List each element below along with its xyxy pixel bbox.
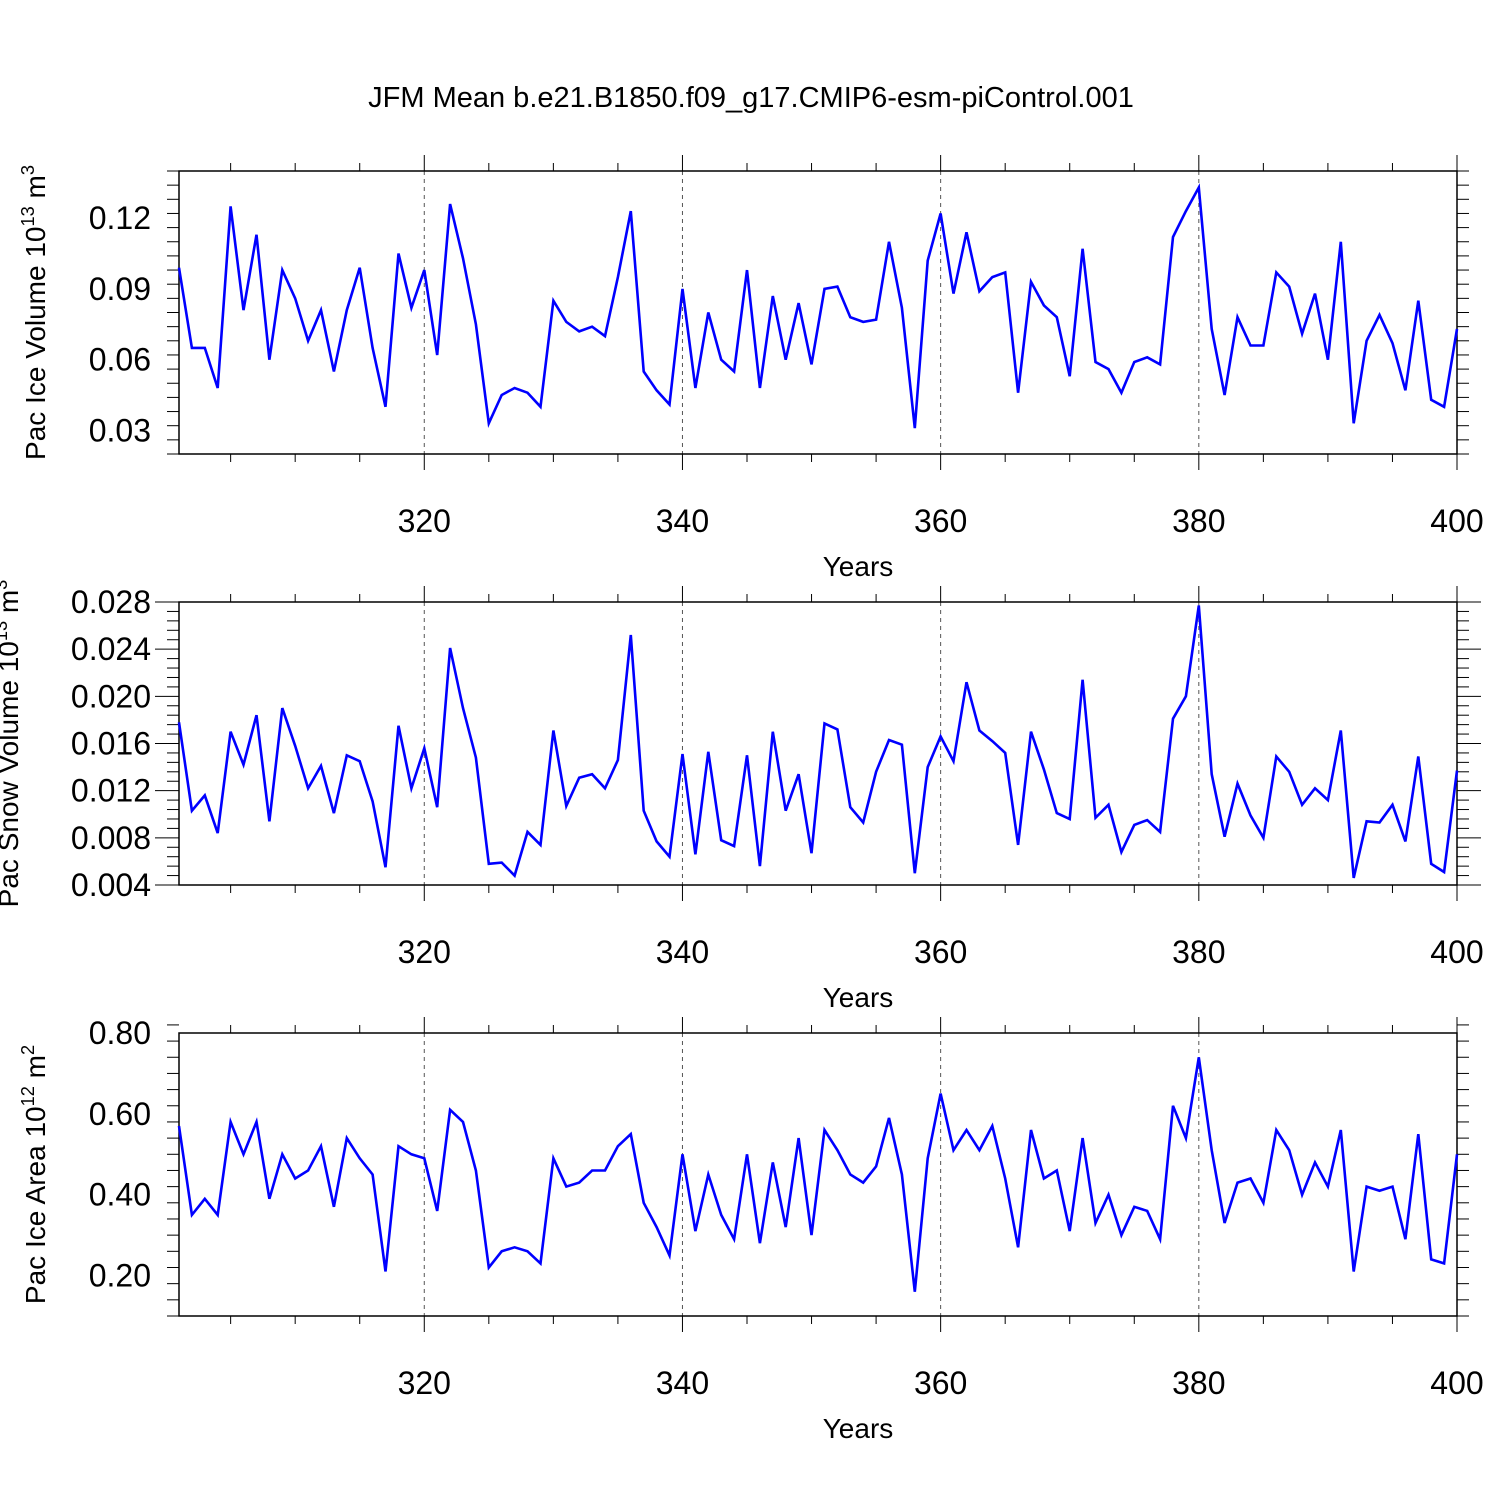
y-tick-label: 0.80 [89, 1015, 151, 1051]
x-tick-label: 340 [656, 934, 709, 970]
y-tick-label: 0.008 [71, 820, 151, 856]
y-axis-label: Pac Ice Volume 1013 m3 [18, 165, 51, 460]
y-tick-label: 0.016 [71, 726, 151, 762]
y-axis-label-superscript: 2 [18, 1045, 38, 1055]
y-axis-label-superscript: 3 [18, 165, 38, 175]
y-axis-label-part: Pac Snow Volume 10 [0, 641, 24, 907]
x-axis-label: Years [823, 551, 894, 582]
panels: 320 340 360 380 400 0.03 0.06 0.09 0.12 Years Pac … [0, 155, 1484, 1444]
y-tick-label: 0.20 [89, 1258, 151, 1294]
y-axis-label-superscript: 13 [0, 621, 11, 641]
panel-1: 320 340 360 380 400 0.03 0.06 0.09 0.12 Years Pac … [18, 155, 1484, 582]
y-axis-label-part: Pac Ice Volume 10 [20, 226, 51, 459]
y-axis-label-superscript: 12 [18, 1086, 38, 1106]
x-tick-label: 400 [1430, 503, 1483, 539]
x-tick-label: 340 [656, 1365, 709, 1401]
plot-frame [178, 1032, 1458, 1317]
x-tick-label: 360 [914, 503, 967, 539]
series-line [177, 605, 1459, 879]
panel-3: 320 340 360 380 400 0.20 0.40 0.60 0.80 Years Pac … [18, 1015, 1484, 1444]
x-axis-label: Years [823, 1413, 894, 1444]
x-tick-label: 400 [1430, 1365, 1483, 1401]
y-axis-label: Pac Snow Volume 1013 m3 [0, 580, 24, 908]
y-axis-label-superscript: 13 [18, 206, 38, 226]
y-tick-label: 0.12 [89, 200, 151, 236]
y-axis-label-part: m [0, 590, 24, 621]
x-tick-label: 380 [1172, 934, 1225, 970]
y-axis-label-part: m [20, 1055, 51, 1086]
figure-title: JFM Mean b.e21.B1850.f09_g17.CMIP6-esm-p… [368, 82, 1134, 114]
series-line [177, 1057, 1459, 1292]
plot-frame [178, 601, 1458, 886]
y-tick-label: 0.020 [71, 678, 151, 714]
y-axis-label-part: Pac Ice Area 10 [20, 1106, 51, 1304]
panel-2: 320 340 360 380 400 0.004 0.008 0.012 0.016 0.020… [0, 580, 1484, 1013]
y-tick-label: 0.028 [71, 584, 151, 620]
y-tick-label: 0.60 [89, 1096, 151, 1132]
x-tick-label: 340 [656, 503, 709, 539]
x-tick-label: 360 [914, 934, 967, 970]
y-tick-label: 0.06 [89, 342, 151, 378]
x-tick-label: 380 [1172, 1365, 1225, 1401]
y-tick-label: 0.004 [71, 867, 151, 903]
y-axis-label-part: m [20, 175, 51, 206]
series-line [177, 183, 1459, 429]
y-tick-label: 0.012 [71, 773, 151, 809]
y-tick-label: 0.09 [89, 271, 151, 307]
plot-frame [178, 170, 1458, 455]
y-tick-label: 0.024 [71, 631, 151, 667]
x-tick-label: 320 [398, 1365, 451, 1401]
x-tick-label: 360 [914, 1365, 967, 1401]
x-tick-label: 320 [398, 503, 451, 539]
x-tick-label: 320 [398, 934, 451, 970]
y-axis-label-superscript: 3 [0, 580, 11, 590]
y-tick-label: 0.40 [89, 1177, 151, 1213]
x-axis-label: Years [823, 982, 894, 1013]
y-axis-label: Pac Ice Area 1012 m2 [18, 1045, 51, 1304]
y-tick-label: 0.03 [89, 412, 151, 448]
x-tick-label: 380 [1172, 503, 1225, 539]
x-tick-label: 400 [1430, 934, 1483, 970]
